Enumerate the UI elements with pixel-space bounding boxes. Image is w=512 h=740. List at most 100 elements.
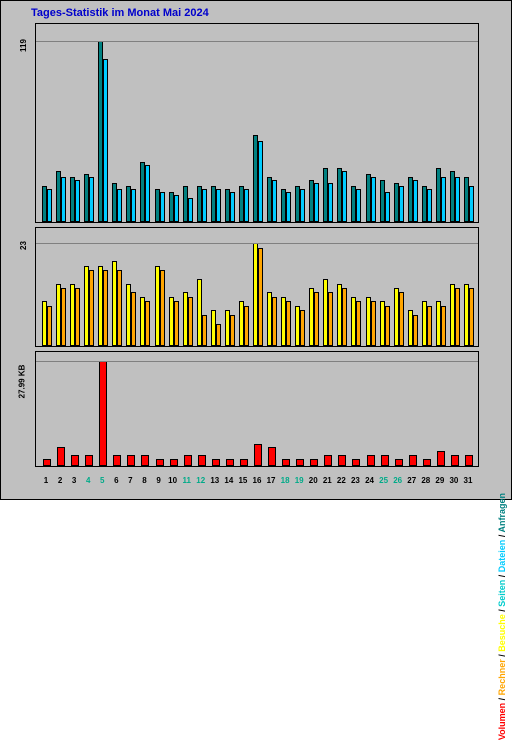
xlabel: 15	[236, 476, 250, 485]
bar-dateien	[385, 192, 390, 222]
bar-rechner	[230, 315, 235, 346]
x-axis: 1234567891011121314151617181920212223242…	[35, 471, 479, 489]
bar-volumen	[240, 459, 248, 466]
legend-besuche: Besuche	[497, 614, 507, 652]
xlabel: 14	[222, 476, 236, 485]
bar-volumen	[113, 455, 121, 466]
xlabel: 30	[447, 476, 461, 485]
xlabel: 10	[166, 476, 180, 485]
panel-mid	[35, 227, 479, 347]
bar-volumen	[395, 459, 403, 466]
xlabel: 23	[348, 476, 362, 485]
xlabel: 22	[334, 476, 348, 485]
bar-volumen	[465, 455, 473, 466]
bar-volumen	[367, 455, 375, 466]
bars-mid	[36, 228, 478, 346]
xlabel: 3	[67, 476, 81, 485]
bar-volumen	[409, 455, 417, 466]
xlabel: 21	[320, 476, 334, 485]
legend-volumen: Volumen	[497, 703, 507, 740]
bar-dateien	[427, 189, 432, 222]
bar-dateien	[131, 189, 136, 222]
bar-dateien	[286, 192, 291, 222]
bar-dateien	[145, 165, 150, 222]
bar-rechner	[272, 297, 277, 346]
xlabel: 18	[278, 476, 292, 485]
xlabel: 27	[405, 476, 419, 485]
bar-rechner	[216, 324, 221, 346]
bar-volumen	[451, 455, 459, 466]
bar-rechner	[89, 270, 94, 346]
bar-rechner	[427, 306, 432, 346]
bar-volumen	[71, 455, 79, 466]
panel-top	[35, 23, 479, 223]
bar-rechner	[61, 288, 66, 346]
ylabel-mid: 23	[19, 241, 28, 250]
legend-rechner: Rechner	[497, 659, 507, 695]
bars-top	[36, 24, 478, 222]
bar-volumen	[437, 451, 445, 466]
xlabel: 26	[391, 476, 405, 485]
bar-rechner	[314, 292, 319, 346]
bar-dateien	[230, 192, 235, 222]
bar-volumen	[85, 455, 93, 466]
bar-volumen	[296, 459, 304, 466]
bar-rechner	[174, 301, 179, 346]
xlabel: 19	[292, 476, 306, 485]
bar-dateien	[399, 186, 404, 222]
xlabel: 31	[461, 476, 475, 485]
bar-dateien	[328, 183, 333, 222]
bar-dateien	[47, 189, 52, 222]
xlabel: 28	[419, 476, 433, 485]
xlabel: 6	[109, 476, 123, 485]
bar-rechner	[145, 301, 150, 346]
bar-volumen	[57, 447, 65, 466]
bar-rechner	[117, 270, 122, 346]
legend-anfragen: Anfragen	[497, 493, 507, 533]
xlabel: 29	[433, 476, 447, 485]
bars-bot	[36, 352, 478, 466]
bar-dateien	[469, 186, 474, 222]
bar-rechner	[244, 306, 249, 346]
bar-volumen	[141, 455, 149, 466]
bar-rechner	[300, 310, 305, 346]
bar-rechner	[286, 301, 291, 346]
bar-volumen	[212, 459, 220, 466]
bar-dateien	[188, 198, 193, 222]
bar-volumen	[198, 455, 206, 466]
bar-dateien	[244, 189, 249, 222]
bar-rechner	[160, 270, 165, 346]
bar-dateien	[61, 177, 66, 222]
bar-rechner	[455, 288, 460, 346]
bar-volumen	[268, 447, 276, 466]
bar-volumen	[226, 459, 234, 466]
legend: Volumen / Rechner / Besuche / Seiten / D…	[497, 493, 507, 740]
bar-volumen	[43, 459, 51, 466]
bar-volumen	[156, 459, 164, 466]
legend-seiten: Seiten	[497, 580, 507, 607]
bar-dateien	[103, 59, 108, 222]
bar-volumen	[184, 455, 192, 466]
bar-volumen	[254, 444, 262, 466]
bar-dateien	[272, 180, 277, 222]
chart-title: Tages-Statistik im Monat Mai 2024	[31, 7, 209, 19]
xlabel: 1	[39, 476, 53, 485]
bar-volumen	[338, 455, 346, 466]
bar-dateien	[356, 189, 361, 222]
bar-dateien	[413, 180, 418, 222]
bar-rechner	[202, 315, 207, 346]
bar-dateien	[216, 189, 221, 222]
bar-dateien	[174, 195, 179, 222]
xlabel: 25	[377, 476, 391, 485]
bar-rechner	[103, 270, 108, 346]
bar-volumen	[127, 455, 135, 466]
bar-rechner	[413, 315, 418, 346]
bar-rechner	[47, 306, 52, 346]
xlabel: 9	[152, 476, 166, 485]
bar-rechner	[131, 292, 136, 346]
xlabel: 11	[180, 476, 194, 485]
panel-bot	[35, 351, 479, 467]
bar-rechner	[399, 292, 404, 346]
ylabel-bot: 27.99 KB	[17, 365, 26, 399]
bar-rechner	[385, 306, 390, 346]
